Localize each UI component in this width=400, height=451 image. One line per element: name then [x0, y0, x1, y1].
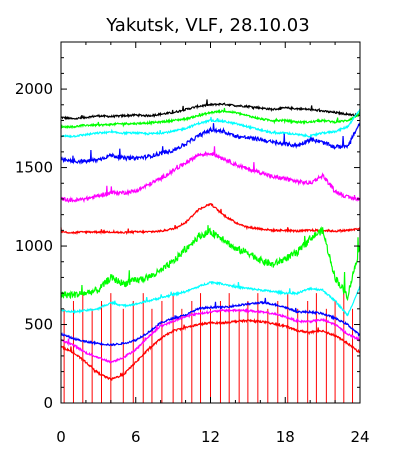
series-line-8 — [60, 297, 361, 347]
y-tick-label: 500 — [24, 316, 53, 334]
y-tick-label: 1000 — [15, 237, 53, 255]
series-line-6 — [60, 225, 361, 302]
y-tick-label: 0 — [43, 394, 53, 412]
series-group — [60, 99, 361, 382]
series-line-9 — [60, 307, 361, 364]
x-tick-label: 6 — [131, 428, 141, 446]
x-tick-label: 0 — [56, 428, 66, 446]
x-axis: 0 6 12 18 24 — [56, 42, 370, 446]
series-line-10 — [60, 317, 361, 382]
series-line-4 — [60, 146, 361, 204]
y-tick-label: 2000 — [15, 80, 53, 98]
chart-title: Yakutsk, VLF, 28.10.03 — [105, 15, 309, 36]
series-line-0 — [60, 99, 361, 121]
x-tick-label: 24 — [350, 428, 369, 446]
series-line-2 — [60, 108, 361, 139]
y-axis: 0 500 1000 1500 2000 — [15, 57, 360, 412]
x-tick-label: 18 — [276, 428, 295, 446]
series-line-1 — [60, 107, 361, 130]
series-line-3 — [60, 122, 361, 165]
series-line-7 — [60, 281, 361, 317]
x-tick-label: 12 — [201, 428, 220, 446]
series-line-5 — [60, 203, 361, 236]
y-tick-label: 1500 — [15, 159, 53, 177]
